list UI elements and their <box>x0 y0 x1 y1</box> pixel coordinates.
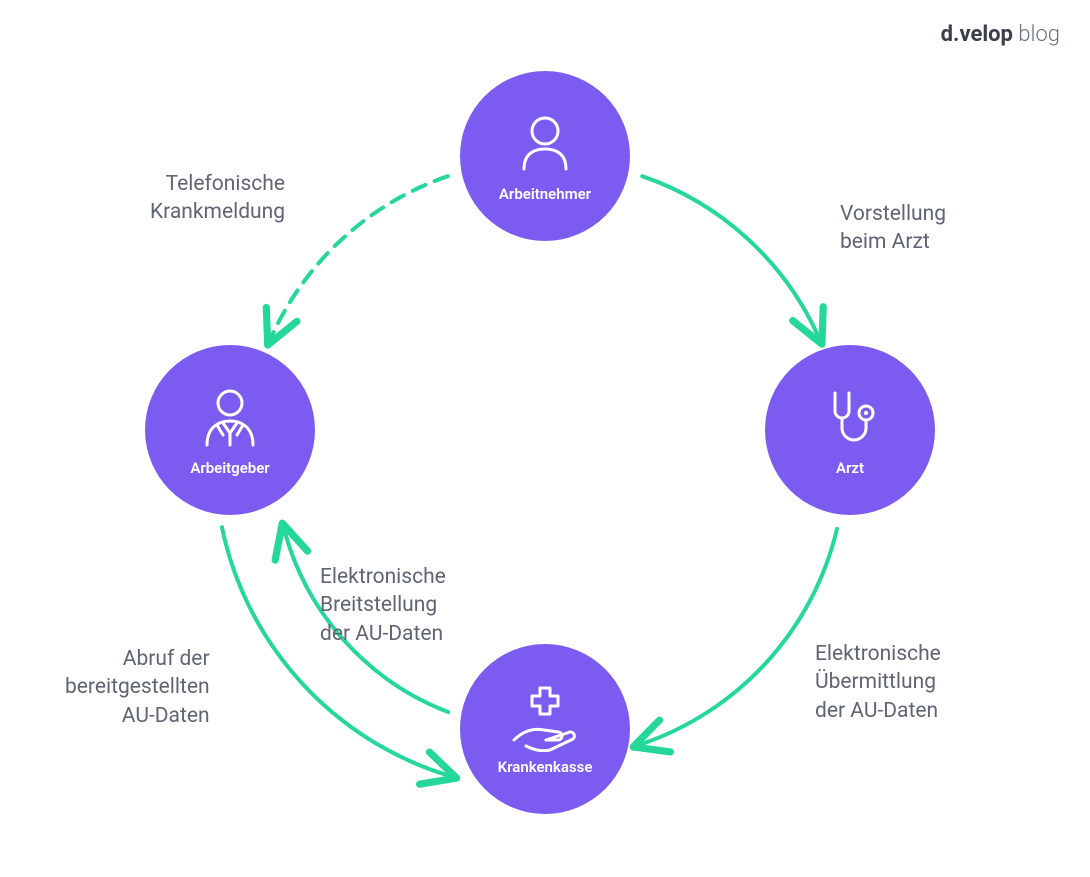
edge-label-arbeitnehmer-arbeitgeber: TelefonischeKrankmeldung <box>150 170 285 227</box>
edge-label-arbeitgeber-krankenkasse: Abruf derbereitgestelltenAU-Daten <box>65 645 210 730</box>
hand-cross-icon <box>506 682 584 752</box>
node-arzt: Arzt <box>765 345 935 515</box>
edge-label-arzt-krankenkasse: ElektronischeÜbermittlungder AU-Daten <box>815 640 941 725</box>
node-arbeitnehmer: Arbeitnehmer <box>460 71 630 241</box>
node-krankenkasse-label: Krankenkasse <box>498 758 593 776</box>
node-krankenkasse: Krankenkasse <box>460 644 630 814</box>
node-arbeitnehmer-label: Arbeitnehmer <box>499 185 591 203</box>
node-arzt-label: Arzt <box>836 459 864 477</box>
edge-arbeitnehmer-arzt <box>642 176 818 335</box>
flow-diagram: Arbeitnehmer Arzt Krankenkasse Arbeitgeb… <box>0 0 1090 877</box>
node-arbeitgeber-label: Arbeitgeber <box>190 459 269 477</box>
edge-arbeitnehmer-arbeitgeber <box>272 176 448 336</box>
node-arbeitgeber: Arbeitgeber <box>145 345 315 515</box>
edge-label-arbeitnehmer-arzt: Vorstellungbeim Arzt <box>840 200 946 257</box>
businessman-icon <box>195 383 265 453</box>
person-icon <box>510 109 580 179</box>
stethoscope-icon <box>815 383 885 453</box>
edge-label-krankenkasse-arbeitgeber: ElektronischeBreitstellungder AU-Daten <box>320 563 446 648</box>
edge-arzt-krankenkasse <box>642 529 837 744</box>
